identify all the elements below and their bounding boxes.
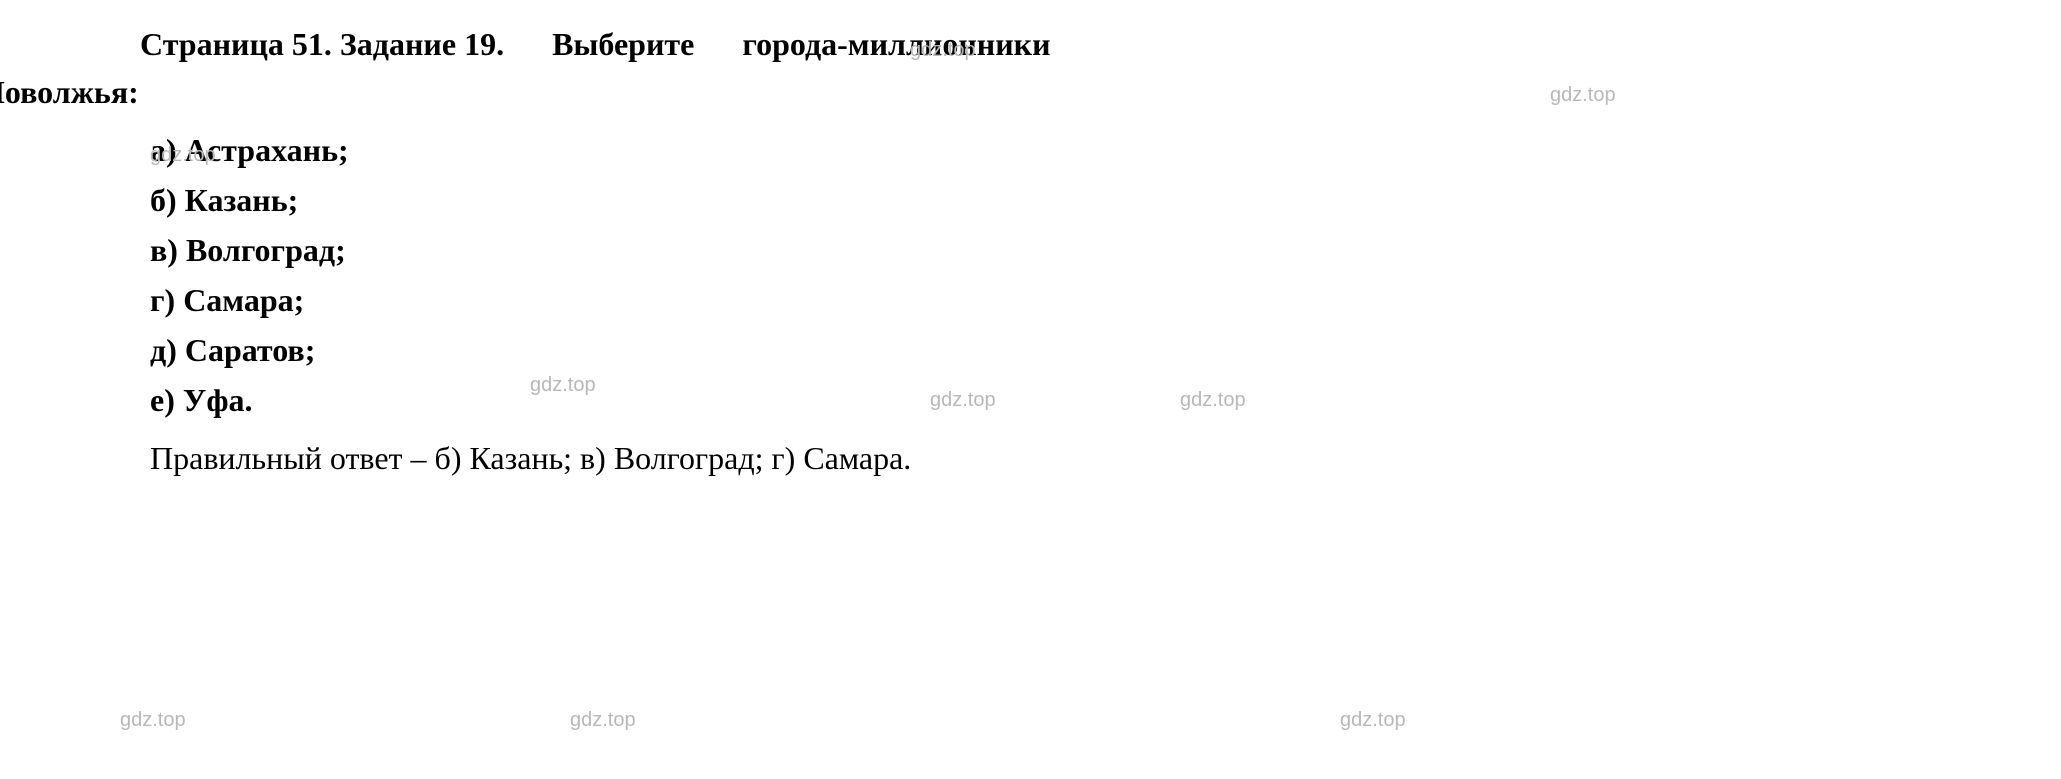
- prompt-part3: Поволжья:: [0, 74, 139, 110]
- option-b: б) Казань;: [150, 176, 2001, 224]
- option-e: д) Саратов;: [150, 326, 2001, 374]
- option-text: Самара;: [183, 282, 304, 318]
- option-text: Саратов;: [185, 332, 316, 368]
- option-text: Казань;: [185, 182, 299, 218]
- prompt-part1: Выберите: [552, 26, 694, 62]
- question-header: Страница 51. Задание 19. Выберите города…: [60, 20, 2001, 116]
- option-c: в) Волгоград;: [150, 226, 2001, 274]
- watermark: gdz.top: [1340, 705, 1406, 735]
- prompt-part2: города-миллионники: [742, 26, 1050, 62]
- option-letter: в): [150, 232, 178, 268]
- watermark: gdz.top: [120, 705, 186, 735]
- answer-label: Правильный ответ –: [150, 440, 427, 476]
- page-label: Страница 51.: [140, 26, 332, 62]
- watermark: gdz.top: [570, 705, 636, 735]
- option-f: е) Уфа.: [150, 376, 2001, 424]
- question-block: Страница 51. Задание 19. Выберите города…: [60, 20, 2001, 482]
- option-text: Волгоград;: [186, 232, 346, 268]
- option-text: Астрахань;: [185, 132, 349, 168]
- option-letter: е): [150, 382, 175, 418]
- option-d: г) Самара;: [150, 276, 2001, 324]
- task-label: Задание 19.: [340, 26, 504, 62]
- option-letter: д): [150, 332, 177, 368]
- option-letter: а): [150, 132, 177, 168]
- answer-line: Правильный ответ – б) Казань; в) Волгогр…: [150, 434, 2001, 482]
- options-list: а) Астрахань; б) Казань; в) Волгоград; г…: [150, 126, 2001, 424]
- option-text: Уфа.: [183, 382, 253, 418]
- answer-text: б) Казань; в) Волгоград; г) Самара.: [435, 440, 912, 476]
- option-letter: г): [150, 282, 175, 318]
- option-a: а) Астрахань;: [150, 126, 2001, 174]
- option-letter: б): [150, 182, 177, 218]
